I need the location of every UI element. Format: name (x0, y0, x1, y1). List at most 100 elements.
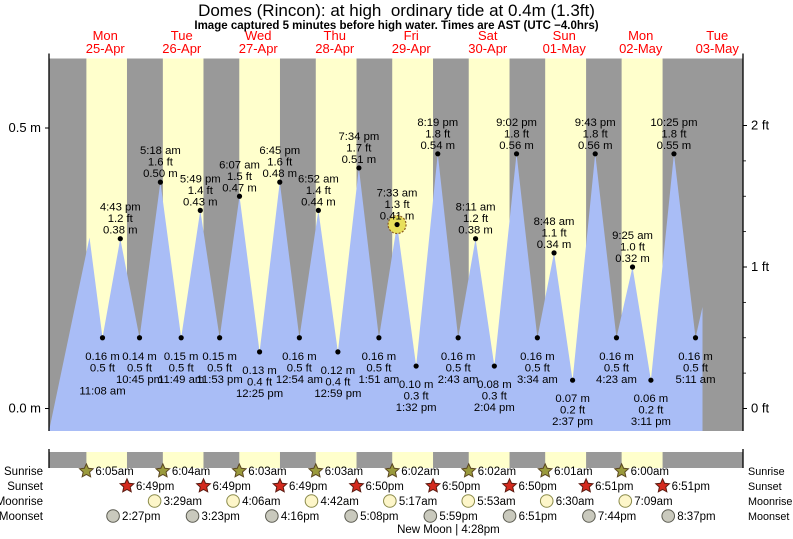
svg-text:0.5 ft: 0.5 ft (127, 362, 153, 374)
svg-text:1.4 ft: 1.4 ft (306, 185, 332, 197)
svg-text:Sunrise: Sunrise (748, 466, 785, 478)
svg-text:Sunset: Sunset (7, 481, 44, 493)
svg-text:6:49pm: 6:49pm (136, 481, 174, 493)
svg-text:0.4 ft: 0.4 ft (247, 376, 273, 388)
svg-text:1.6 ft: 1.6 ft (148, 157, 174, 169)
svg-text:0.0 m: 0.0 m (8, 401, 41, 416)
svg-text:6:02am: 6:02am (478, 466, 516, 478)
svg-text:0.10 m: 0.10 m (399, 379, 434, 391)
svg-text:0.2 ft: 0.2 ft (638, 405, 664, 417)
svg-text:6:01am: 6:01am (554, 466, 592, 478)
svg-text:9:02 pm: 9:02 pm (496, 117, 537, 129)
svg-text:6:51pm: 6:51pm (519, 511, 557, 523)
svg-text:1.2 ft: 1.2 ft (463, 213, 489, 225)
svg-text:10:25 pm: 10:25 pm (650, 117, 697, 129)
svg-text:6:51pm: 6:51pm (595, 481, 633, 493)
svg-text:0.16 m: 0.16 m (362, 351, 397, 363)
svg-text:0.38 m: 0.38 m (458, 225, 493, 237)
svg-text:3:23pm: 3:23pm (202, 511, 240, 523)
svg-text:11:08 am: 11:08 am (79, 385, 125, 397)
svg-text:6:50pm: 6:50pm (442, 481, 480, 493)
svg-text:1.7 ft: 1.7 ft (346, 142, 372, 154)
svg-text:12:54 am: 12:54 am (276, 374, 323, 386)
svg-text:29-Apr: 29-Apr (392, 41, 432, 56)
svg-text:6:30am: 6:30am (556, 496, 594, 508)
svg-text:4:43 pm: 4:43 pm (100, 202, 141, 214)
svg-text:5:17am: 5:17am (399, 496, 437, 508)
svg-text:1.8 ft: 1.8 ft (583, 128, 609, 140)
svg-text:4:42am: 4:42am (320, 496, 358, 508)
svg-text:11:53 pm: 11:53 pm (196, 374, 242, 386)
svg-text:0.15 m: 0.15 m (164, 351, 199, 363)
svg-text:0.5 ft: 0.5 ft (90, 362, 116, 374)
svg-text:26-Apr: 26-Apr (162, 41, 202, 56)
svg-text:0.3 ft: 0.3 ft (404, 391, 430, 403)
svg-text:0.51 m: 0.51 m (342, 154, 377, 166)
svg-text:1 ft: 1 ft (751, 259, 769, 274)
svg-text:5:53am: 5:53am (477, 496, 515, 508)
svg-text:0.50 m: 0.50 m (143, 168, 178, 180)
svg-text:25-Apr: 25-Apr (86, 41, 126, 56)
svg-text:02-May: 02-May (619, 41, 663, 56)
svg-text:0.54 m: 0.54 m (420, 140, 455, 152)
svg-text:5:08pm: 5:08pm (360, 511, 398, 523)
svg-text:0.34 m: 0.34 m (537, 239, 572, 251)
svg-text:03-May: 03-May (696, 41, 740, 56)
svg-text:4:06am: 4:06am (242, 496, 280, 508)
svg-text:0.56 m: 0.56 m (499, 140, 534, 152)
svg-text:0.44 m: 0.44 m (301, 196, 336, 208)
svg-text:New Moon | 4:28pm: New Moon | 4:28pm (397, 524, 500, 536)
svg-text:Moonrise: Moonrise (0, 496, 43, 508)
svg-text:0.4 ft: 0.4 ft (325, 376, 351, 388)
svg-text:0.14 m: 0.14 m (122, 351, 157, 363)
svg-text:1.8 ft: 1.8 ft (425, 128, 451, 140)
svg-text:01-May: 01-May (543, 41, 587, 56)
svg-text:1:32 pm: 1:32 pm (396, 402, 437, 414)
svg-text:8:37pm: 8:37pm (677, 511, 715, 523)
svg-text:5:59pm: 5:59pm (439, 511, 477, 523)
svg-text:0.5 ft: 0.5 ft (525, 362, 551, 374)
svg-text:8:19 pm: 8:19 pm (417, 117, 458, 129)
svg-text:1.0 ft: 1.0 ft (620, 242, 646, 254)
svg-text:0.5 ft: 0.5 ft (207, 362, 233, 374)
svg-text:6:03am: 6:03am (248, 466, 286, 478)
svg-text:0.5 ft: 0.5 ft (446, 362, 472, 374)
svg-text:5:11 am: 5:11 am (676, 374, 716, 386)
svg-text:1.3 ft: 1.3 ft (385, 199, 411, 211)
svg-text:30-Apr: 30-Apr (468, 41, 508, 56)
svg-text:1.1 ft: 1.1 ft (541, 227, 567, 239)
svg-text:0.16 m: 0.16 m (282, 351, 317, 363)
svg-text:1:51 am: 1:51 am (358, 374, 399, 386)
svg-text:7:34 pm: 7:34 pm (338, 131, 379, 143)
svg-text:0.07 m: 0.07 m (555, 393, 590, 405)
svg-text:6:45 pm: 6:45 pm (259, 145, 300, 157)
svg-text:2:27pm: 2:27pm (122, 511, 160, 523)
svg-text:0.47 m: 0.47 m (222, 182, 257, 194)
svg-text:0.5 m: 0.5 m (8, 120, 41, 135)
svg-text:1.4 ft: 1.4 ft (188, 185, 214, 197)
svg-text:6:52 am: 6:52 am (298, 173, 339, 185)
svg-text:8:11 am: 8:11 am (456, 202, 496, 214)
svg-text:0.16 m: 0.16 m (520, 351, 555, 363)
svg-text:Sunset: Sunset (748, 481, 782, 493)
svg-text:6:50pm: 6:50pm (366, 481, 404, 493)
svg-text:0.06 m: 0.06 m (634, 393, 669, 405)
svg-text:1.8 ft: 1.8 ft (504, 128, 530, 140)
svg-text:0.48 m: 0.48 m (262, 168, 297, 180)
svg-text:6:02am: 6:02am (401, 466, 439, 478)
svg-text:Moonset: Moonset (0, 511, 44, 523)
svg-text:28-Apr: 28-Apr (315, 41, 355, 56)
svg-text:0.3 ft: 0.3 ft (482, 391, 508, 403)
svg-text:9:25 am: 9:25 am (612, 230, 653, 242)
svg-text:3:29am: 3:29am (164, 496, 202, 508)
svg-text:Moonrise: Moonrise (748, 496, 792, 508)
svg-text:0.38 m: 0.38 m (103, 225, 138, 237)
svg-text:0.41 m: 0.41 m (380, 211, 415, 223)
svg-text:0.32 m: 0.32 m (615, 253, 650, 265)
svg-text:0.13 m: 0.13 m (242, 365, 277, 377)
svg-text:7:09am: 7:09am (634, 496, 672, 508)
svg-text:7:44pm: 7:44pm (598, 511, 636, 523)
svg-text:10:45 pm: 10:45 pm (116, 374, 163, 386)
svg-text:6:03am: 6:03am (325, 466, 363, 478)
svg-text:6:51pm: 6:51pm (672, 481, 710, 493)
